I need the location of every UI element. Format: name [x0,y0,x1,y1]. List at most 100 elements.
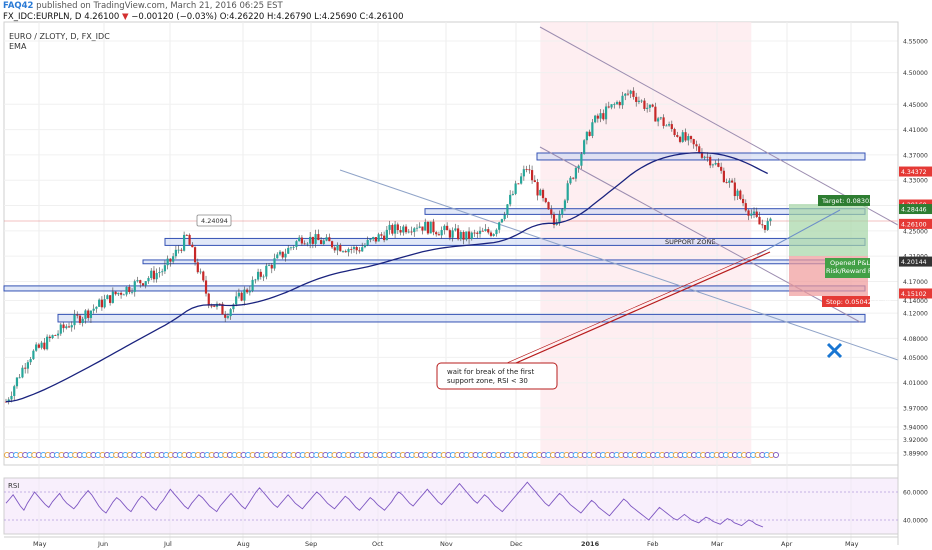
candle [487,229,490,233]
candle [478,230,482,234]
x-tick-label: Aug [237,540,250,548]
candle [152,270,156,280]
candle [758,216,761,225]
candle [399,230,402,233]
candle [111,291,114,303]
candle [418,226,421,228]
candle [506,204,509,215]
candle [613,104,616,105]
candle [95,306,98,309]
x-tick-label: Mar [711,540,724,548]
candle [511,193,514,195]
candle [484,229,487,232]
note-line-1: wait for break of the first [447,368,534,376]
candle [51,335,54,339]
candle [596,115,599,119]
candle [393,224,397,234]
candle [48,336,51,339]
candle [289,247,293,249]
author-link[interactable]: FAQ42 [3,1,34,11]
candle [709,156,712,166]
candle [766,221,769,230]
candle [569,177,572,184]
candle [498,222,501,230]
candle [361,247,364,252]
candle [358,250,361,252]
y-tick-label: 4.01000 [903,380,928,387]
candle [541,189,545,199]
candle [717,162,720,167]
x-tick-label: Apr [781,540,793,548]
candle [32,350,35,360]
zone-lower [142,259,866,265]
y-tick-label: 4.17000 [903,279,928,286]
candle [388,224,391,230]
candle [262,276,265,278]
candle [177,249,180,251]
candle [594,115,597,123]
candle [473,232,476,234]
candle [706,156,709,158]
candle [607,106,610,108]
note-arrow-shadow [499,249,767,367]
candle [322,240,325,245]
candle [243,289,246,301]
candle [13,386,16,396]
y-tick-label: 3.94000 [903,425,928,432]
candle [402,226,405,233]
candle [503,214,506,220]
candle [270,264,273,269]
candle [689,136,693,140]
candle [448,230,451,238]
candle [769,218,772,222]
candle [119,292,123,295]
note-line-2: support zone, RSI < 30 [447,377,528,385]
candle [640,100,643,102]
candle [56,333,60,336]
candle [643,100,646,109]
candle [147,278,150,282]
candle [221,303,224,315]
y-tick-label: 4.08000 [903,336,928,343]
candle [235,296,238,305]
rsi-tick-label: 40.0000 [903,518,928,525]
candle [377,234,380,242]
candle [577,165,580,168]
candle [352,247,356,250]
x-tick-label: May [33,540,47,548]
candle [585,131,588,141]
candle [700,152,704,158]
indicator-legend[interactable]: EMA [9,42,27,51]
candle [229,309,232,317]
candle [37,344,40,348]
candle [183,234,186,251]
candle [391,224,394,234]
candle [467,231,471,239]
candle [739,190,742,199]
candle [624,93,627,96]
candle [566,183,569,201]
y-tick-label: 4.12000 [903,311,928,318]
y-tick-label: 4.05000 [903,355,928,362]
price-badge-label: 4.26100 [901,221,927,228]
y-tick-label: 4.55000 [903,38,928,45]
candle [207,293,210,306]
candle [755,211,758,217]
candle [130,291,134,293]
candle [344,251,347,253]
price-change: −0.00120 (−0.03%) [131,12,218,22]
x-tick-label: Sep [305,540,317,548]
pnl-box [825,258,870,278]
price-badge-label: 4.15102 [901,291,927,298]
candle [161,271,164,273]
candle [752,211,756,214]
x-tick-label: Oct [372,540,384,548]
candle [711,164,715,166]
candle [678,136,682,142]
candle [588,131,591,136]
candle [70,325,73,328]
x-tick-label: May [845,540,859,548]
pnl-text: Opened P&L: 0.059 [830,259,893,267]
ohlc-values: O:4.26220 H:4.26790 L:4.25690 C:4.26100 [219,12,404,22]
